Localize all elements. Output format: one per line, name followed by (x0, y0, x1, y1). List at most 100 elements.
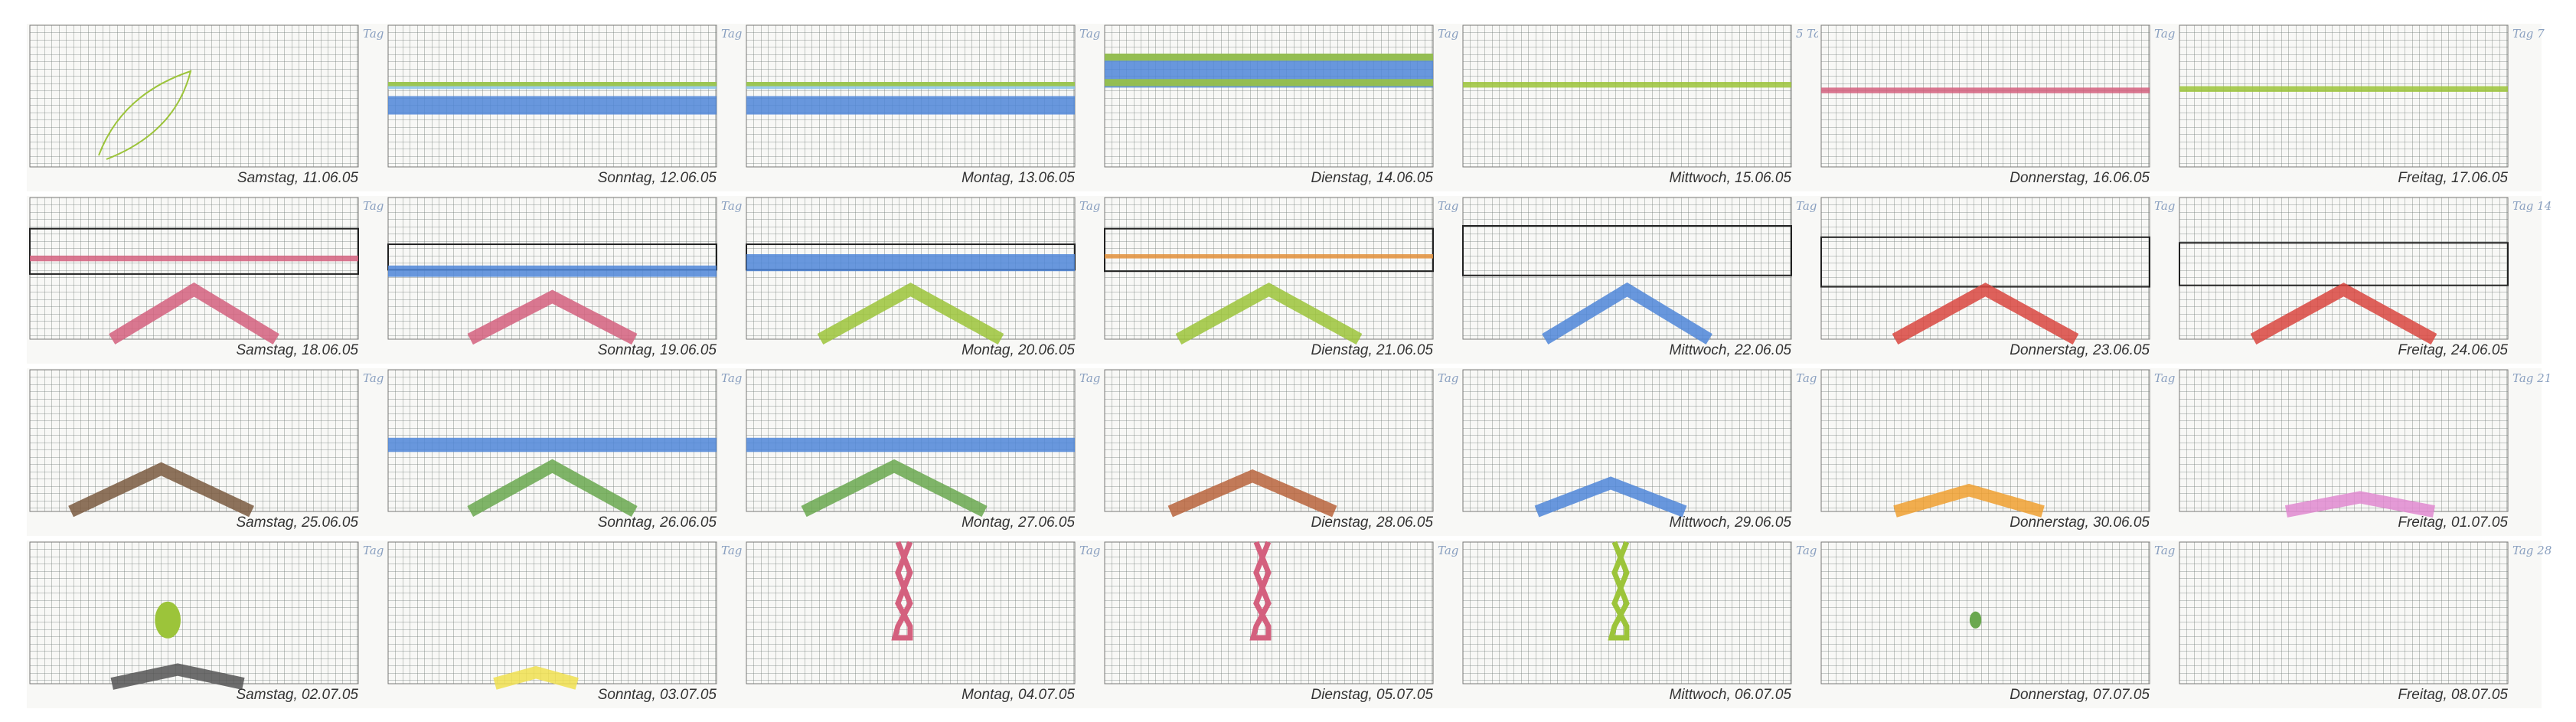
outline-box (1462, 225, 1792, 276)
date-label: Freitag, 24.06.05 (2398, 342, 2508, 358)
panel: Freitag, 01.07.05 Tag 21 (2176, 368, 2552, 536)
date-label: Donnerstag, 30.06.05 (2010, 515, 2150, 531)
date-label: Mittwoch, 22.06.05 (1670, 342, 1792, 358)
panel: Mittwoch, 15.06.055 Tag (1460, 24, 1828, 191)
date-label: Montag, 04.07.05 (962, 687, 1075, 703)
grid-paper (29, 541, 359, 684)
grid-paper (1820, 541, 2150, 684)
grid-paper (387, 541, 717, 684)
color-band (388, 265, 717, 277)
grid-paper (1820, 25, 2150, 168)
date-label: Freitag, 17.06.05 (2398, 170, 2508, 186)
color-band (1105, 54, 1433, 61)
arch (493, 665, 579, 690)
grid-paper (2179, 541, 2509, 684)
color-band (2179, 86, 2508, 92)
arch (1175, 283, 1363, 345)
date-label: Mittwoch, 15.06.05 (1670, 170, 1792, 186)
leaf (98, 70, 192, 160)
arch (68, 462, 254, 518)
chain (891, 541, 913, 641)
arch (2284, 491, 2435, 518)
date-label: Freitag, 01.07.05 (2398, 515, 2508, 531)
color-band (1105, 79, 1433, 87)
panel: Freitag, 17.06.05 Tag 7 (2176, 24, 2545, 191)
arch (2250, 283, 2437, 345)
grid-paper (1104, 541, 1434, 684)
date-label: Samstag, 02.07.05 (237, 687, 359, 703)
color-band (1463, 82, 1791, 88)
arch (1893, 483, 2045, 518)
grid-paper (1104, 197, 1434, 340)
grid-paper (2179, 25, 2509, 168)
color-band (746, 437, 1075, 452)
arch (801, 459, 988, 518)
color-band (30, 255, 358, 262)
arch (110, 663, 245, 690)
color-band (1821, 87, 2150, 93)
grid-paper (1462, 25, 1792, 168)
date-label: Sonntag, 19.06.05 (598, 342, 717, 358)
date-label: Mittwoch, 29.06.05 (1670, 515, 1792, 531)
chain (1608, 541, 1630, 641)
arch (467, 289, 638, 345)
tag-label: Tag 14 (2512, 199, 2552, 213)
arch (1892, 283, 2079, 345)
panel: Freitag, 08.07.05 Tag 28 (2176, 541, 2552, 708)
tag-label: Tag 28 (2512, 544, 2552, 557)
grid-paper (2179, 369, 2509, 512)
blob (1969, 611, 1982, 629)
date-label: Donnerstag, 23.06.05 (2010, 342, 2150, 358)
date-label: Dienstag, 14.06.05 (1311, 170, 1433, 186)
grid-paper (746, 541, 1076, 684)
panel: Freitag, 24.06.05 Tag 14 (2176, 196, 2552, 364)
color-band (388, 96, 717, 115)
color-band (746, 96, 1075, 115)
color-band (388, 82, 717, 87)
date-label: Montag, 13.06.05 (962, 170, 1075, 186)
arch (1542, 282, 1712, 345)
date-label: Sonntag, 03.07.05 (598, 687, 717, 703)
outline-box (29, 227, 359, 275)
date-label: Dienstag, 28.06.05 (1311, 515, 1433, 531)
grid-paper (29, 25, 359, 168)
blob (155, 601, 181, 639)
date-label: Samstag, 18.06.05 (237, 342, 359, 358)
date-label: Freitag, 08.07.05 (2398, 687, 2508, 703)
tag-label: Tag 7 (2512, 27, 2545, 41)
date-label: Montag, 27.06.05 (962, 515, 1075, 531)
grid-paper (2179, 197, 2509, 340)
arch (467, 459, 638, 518)
grid-paper (1104, 25, 1434, 168)
arch (109, 282, 279, 345)
grid-paper (1104, 369, 1434, 512)
color-band (746, 82, 1075, 87)
date-label: Sonntag, 12.06.05 (598, 170, 717, 186)
date-label: Samstag, 11.06.05 (237, 170, 359, 186)
chain (1249, 541, 1272, 641)
color-band (746, 254, 1075, 272)
arch (1167, 469, 1337, 518)
date-label: Donnerstag, 07.07.05 (2010, 687, 2150, 703)
date-label: Mittwoch, 06.07.05 (1670, 687, 1792, 703)
